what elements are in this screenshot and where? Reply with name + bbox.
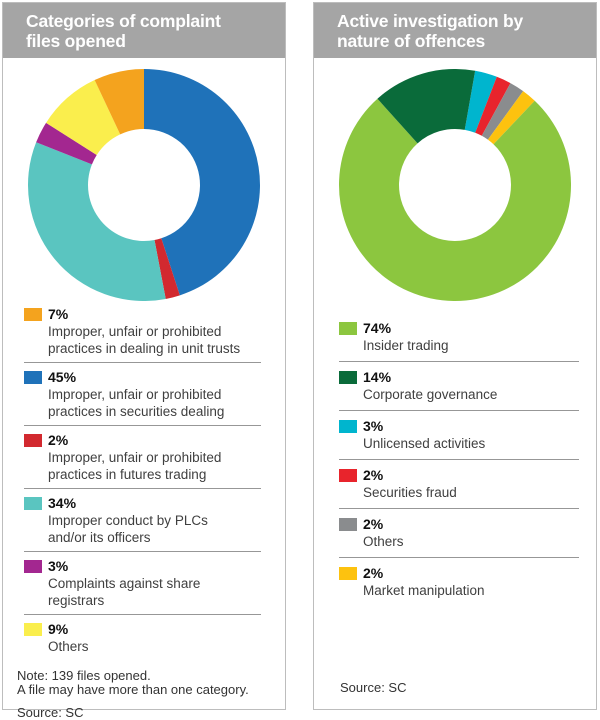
donut-slice: [339, 98, 571, 301]
donut-chart-complaints: [3, 69, 285, 301]
legend-label: Unlicensed activities: [363, 436, 486, 451]
legend-divider: [339, 459, 579, 460]
legend-label: Corporate governance: [363, 387, 498, 402]
panel-header: Categories of complaint files opened: [3, 3, 285, 58]
legend-swatch: [24, 434, 42, 447]
legend-item: 3% Complaints against share registrars: [24, 558, 261, 609]
legend-percent: 3%: [48, 558, 69, 574]
legend-percent: 34%: [48, 495, 77, 511]
legend-divider: [24, 362, 261, 363]
source-text: Source: SC: [340, 680, 407, 695]
donut-slice: [154, 238, 180, 299]
legend-swatch: [24, 308, 42, 321]
donut-slice: [144, 69, 260, 296]
legend-percent: 3%: [363, 418, 384, 434]
panel-title: Categories of complaint files opened: [26, 11, 221, 51]
legend-percent: 45%: [48, 369, 77, 385]
donut-slice: [28, 142, 166, 301]
legend-percent: 2%: [48, 432, 69, 448]
legend-percent: 2%: [363, 565, 384, 581]
legend-item: 2% Securities fraud: [339, 467, 579, 501]
panel-active-investigation: Active investigation by nature of offenc…: [313, 2, 597, 710]
legend-percent: 9%: [48, 621, 69, 637]
legend-label: Improper conduct by PLCs and/or its offi…: [48, 513, 208, 545]
legend-swatch: [24, 560, 42, 573]
note-text: Note: 139 files opened. A file may have …: [17, 668, 249, 697]
legend-item: 2% Improper, unfair or prohibited practi…: [24, 432, 261, 483]
legend-label: Securities fraud: [363, 485, 457, 500]
legend-divider: [339, 557, 579, 558]
donut-slice: [464, 70, 497, 133]
legend-label: Improper, unfair or prohibited practices…: [48, 387, 225, 419]
legend-item: 45% Improper, unfair or prohibited pract…: [24, 369, 261, 420]
legend-item: 3% Unlicensed activities: [339, 418, 579, 452]
legend-complaints: 7% Improper, unfair or prohibited practi…: [24, 306, 261, 655]
footnote: Note: 139 files opened. A file may have …: [17, 669, 275, 720]
donut-chart-investigations: [314, 69, 596, 301]
legend-swatch: [24, 623, 42, 636]
donut-slice: [475, 76, 511, 136]
legend-percent: 14%: [363, 369, 392, 385]
legend-label: Complaints against share registrars: [48, 576, 201, 608]
source-text: Source: SC: [17, 705, 84, 720]
legend-investigations: 74% Insider trading 14% Corporate govern…: [339, 320, 579, 599]
legend-label: Market manipulation: [363, 583, 485, 598]
legend-divider: [24, 551, 261, 552]
panel-header: Active investigation by nature of offenc…: [314, 3, 596, 58]
panel-title: Active investigation by nature of offenc…: [337, 11, 524, 51]
legend-swatch: [339, 371, 357, 384]
legend-swatch: [24, 371, 42, 384]
legend-divider: [24, 614, 261, 615]
legend-swatch: [24, 497, 42, 510]
legend-percent: 7%: [48, 306, 69, 322]
donut-slice: [46, 80, 121, 155]
donut-slice: [377, 69, 476, 144]
legend-swatch: [339, 322, 357, 335]
legend-label: Others: [363, 534, 404, 549]
legend-label: Others: [48, 639, 89, 654]
legend-swatch: [339, 518, 357, 531]
donut-svg: [339, 69, 571, 301]
legend-item: 2% Market manipulation: [339, 565, 579, 599]
legend-divider: [339, 410, 579, 411]
legend-item: 74% Insider trading: [339, 320, 579, 354]
legend-item: 2% Others: [339, 516, 579, 550]
legend-swatch: [339, 567, 357, 580]
legend-item: 34% Improper conduct by PLCs and/or its …: [24, 495, 261, 546]
legend-divider: [339, 508, 579, 509]
legend-percent: 2%: [363, 516, 384, 532]
legend-divider: [24, 425, 261, 426]
donut-slice: [487, 91, 535, 145]
legend-label: Insider trading: [363, 338, 449, 353]
legend-swatch: [339, 469, 357, 482]
donut-slice: [481, 83, 524, 140]
legend-divider: [339, 361, 579, 362]
legend-label: Improper, unfair or prohibited practices…: [48, 450, 222, 482]
legend-label: Improper, unfair or prohibited practices…: [48, 324, 241, 356]
legend-divider: [24, 488, 261, 489]
legend-item: 7% Improper, unfair or prohibited practi…: [24, 306, 261, 357]
legend-item: 14% Corporate governance: [339, 369, 579, 403]
legend-item: 9% Others: [24, 621, 261, 655]
donut-svg: [28, 69, 260, 301]
donut-slice: [94, 69, 144, 135]
legend-swatch: [339, 420, 357, 433]
legend-percent: 74%: [363, 320, 392, 336]
donut-slice: [36, 122, 97, 165]
legend-percent: 2%: [363, 467, 384, 483]
panel-complaint-files: Categories of complaint files opened 7% …: [2, 2, 286, 720]
